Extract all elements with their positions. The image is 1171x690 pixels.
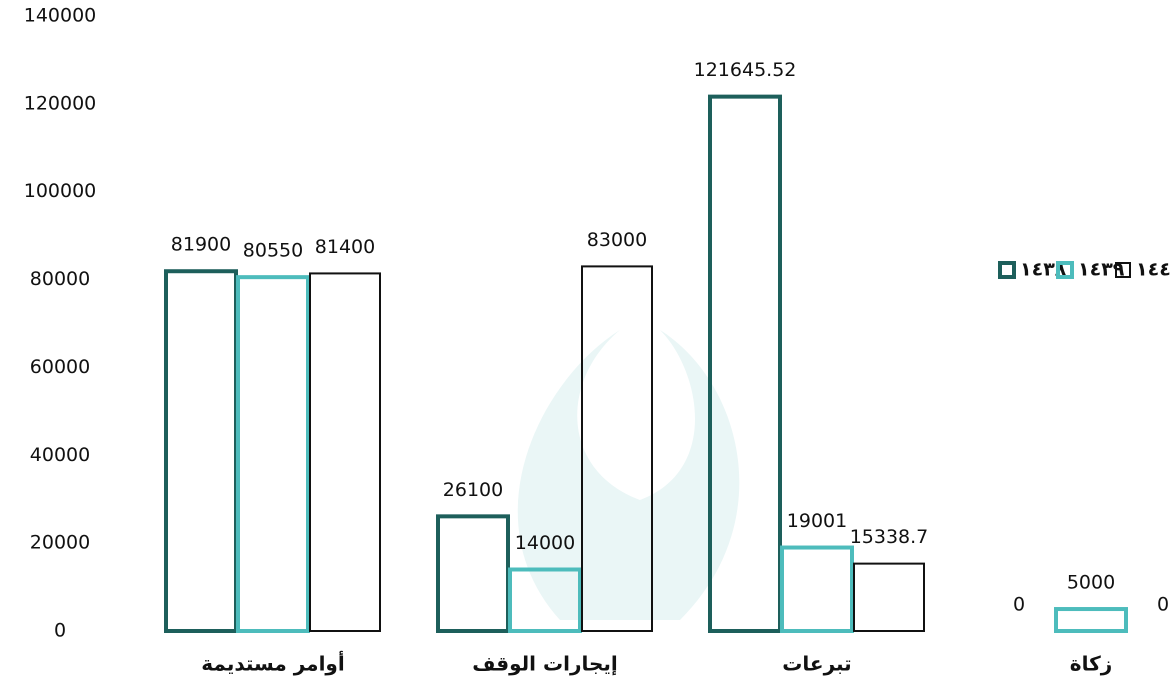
bar	[853, 562, 925, 632]
y-tick-label: 0	[54, 620, 66, 642]
bar	[436, 514, 510, 634]
x-tick-label: تبرعات	[782, 652, 851, 676]
bar	[508, 567, 582, 633]
bar	[780, 545, 854, 633]
value-label: 81400	[315, 236, 375, 258]
value-label: 14000	[515, 532, 575, 554]
value-label: 83000	[587, 229, 647, 251]
bar	[309, 272, 381, 632]
bar	[1054, 607, 1128, 633]
watermark	[517, 330, 740, 620]
y-tick-label: 80000	[30, 268, 90, 290]
bar	[164, 269, 238, 633]
y-tick-label: 40000	[30, 444, 90, 466]
value-label: 15338.7	[850, 526, 929, 548]
value-label: 19001	[787, 510, 847, 532]
value-label: 80550	[243, 240, 303, 262]
legend-label: ١٤٣٩	[1078, 259, 1125, 281]
value-label: 5000	[1067, 572, 1115, 594]
value-label: 81900	[171, 234, 231, 256]
legend-swatch	[998, 261, 1016, 279]
y-tick-label: 120000	[24, 92, 97, 114]
y-tick-label: 140000	[24, 5, 97, 27]
legend-swatch	[1056, 261, 1074, 279]
value-label: 0	[1013, 594, 1025, 616]
value-label: 0	[1157, 594, 1169, 616]
y-tick-label: 100000	[24, 180, 97, 202]
legend-label: ١٤٤٠	[1136, 259, 1171, 281]
x-tick-label: إيجارات الوقف	[472, 652, 618, 676]
legend-label: ١٤٣٨	[1020, 259, 1067, 281]
legend-swatch	[1115, 262, 1131, 278]
value-label: 26100	[443, 479, 503, 501]
y-tick-label: 20000	[30, 532, 90, 554]
bar	[236, 275, 310, 633]
bar	[708, 94, 782, 634]
y-tick-label: 60000	[30, 356, 90, 378]
x-tick-label: أوامر مستديمة	[201, 650, 344, 676]
bar	[581, 265, 653, 632]
value-label: 121645.52	[694, 59, 797, 81]
x-tick-label: زكاة	[1070, 652, 1112, 676]
